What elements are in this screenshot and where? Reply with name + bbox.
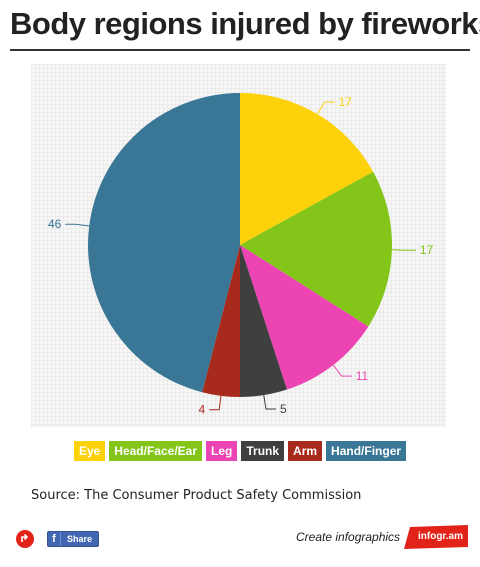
share-label: Share	[67, 534, 93, 544]
data-label: 17	[420, 243, 434, 257]
pie-slice-trunk[interactable]	[240, 245, 287, 397]
legend-item[interactable]: Leg	[206, 441, 238, 461]
leader-line	[65, 223, 90, 227]
pie-slice-leg[interactable]	[240, 245, 369, 390]
pie-chart: 17 17 11 5 4 46	[48, 93, 434, 417]
leader-line	[316, 101, 335, 115]
infogram-brand-badge[interactable]: infogr.am	[404, 525, 468, 549]
legend-item[interactable]: Head/Face/Ear	[109, 441, 203, 461]
legend-item[interactable]: Trunk	[241, 441, 285, 461]
data-label: 4	[199, 403, 206, 417]
infogram-logo-icon[interactable]	[16, 530, 34, 548]
data-label: 17	[339, 95, 353, 109]
pie-slice-eye[interactable]	[240, 93, 374, 245]
legend-item[interactable]: Arm	[288, 441, 323, 461]
chart-title: Body regions injured by fireworks	[10, 6, 480, 41]
leader-line	[332, 364, 352, 377]
leader-line	[263, 395, 276, 410]
pie-slice-arm[interactable]	[202, 245, 240, 397]
source-note: Source: The Consumer Product Safety Comm…	[31, 488, 362, 503]
chart-legend: Eye Head/Face/Ear Leg Trunk Arm Hand/Finger	[0, 441, 480, 461]
leader-line	[209, 395, 222, 411]
data-label: 46	[48, 217, 62, 231]
legend-item[interactable]: Eye	[73, 441, 106, 461]
pie-slice-head-face-ear[interactable]	[240, 171, 392, 327]
brand-label: infogr.am	[418, 531, 464, 542]
data-label: 11	[356, 369, 369, 383]
create-infographics-link[interactable]: Create infographics	[296, 530, 401, 544]
chart-area: 17 17 11 5 4 46	[31, 64, 446, 427]
data-label: 5	[280, 402, 287, 416]
title-divider	[10, 49, 470, 51]
facebook-icon: f	[48, 532, 61, 546]
pie-slice-hand-finger[interactable]	[88, 93, 240, 393]
legend-item[interactable]: Hand/Finger	[326, 441, 407, 461]
facebook-share-button[interactable]: f Share	[47, 531, 99, 547]
